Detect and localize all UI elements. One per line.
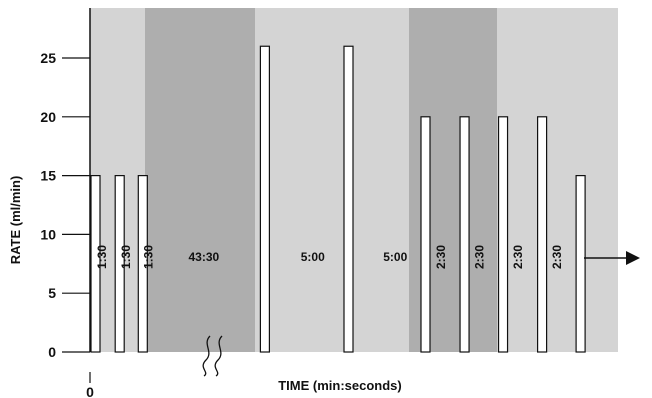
band-2 [145, 8, 255, 352]
shaded-bands [90, 8, 618, 352]
interval-label-6: 5:00 [383, 250, 407, 264]
interval-label-8: 2:30 [472, 245, 486, 269]
x-origin-label: 0 [86, 384, 94, 398]
y-axis-title: RATE (ml/min) [8, 176, 23, 265]
interval-label-3: 1:30 [141, 245, 155, 269]
axes: 0 [86, 8, 94, 398]
band-3 [255, 8, 409, 352]
y-tick-label-25: 25 [40, 50, 56, 66]
pulse-8 [497, 116, 509, 353]
y-tick-label-15: 15 [40, 168, 56, 184]
pulse-10 [575, 175, 586, 353]
interval-label-7: 2:30 [434, 245, 448, 269]
interval-label-9: 2:30 [511, 245, 525, 269]
pulse-3 [137, 175, 148, 353]
interval-label-1: 1:30 [95, 245, 109, 269]
pulse-7 [459, 116, 470, 353]
interval-labels: 1:30 1:30 1:30 43:30 5:00 5:00 2:30 2:30 2:30 2:3… [95, 245, 564, 269]
pulse-9 [536, 116, 548, 353]
rate-pulses [90, 45, 586, 353]
pulse-2 [114, 175, 125, 353]
y-tick-label-5: 5 [48, 285, 56, 301]
axis-break-symbol [202, 335, 223, 377]
band-5 [497, 8, 618, 352]
interval-label-10: 2:30 [550, 245, 564, 269]
x-axis-title: TIME (min:seconds) [278, 378, 402, 393]
interval-label-5: 5:00 [301, 250, 325, 264]
pulse-4 [259, 45, 270, 353]
y-ticks: 0 5 10 15 20 25 [40, 50, 90, 360]
interval-label-2: 1:30 [119, 245, 133, 269]
pulse-1 [90, 175, 101, 353]
continuation-arrow [584, 251, 640, 265]
pulse-6 [420, 116, 431, 353]
y-tick-label-20: 20 [40, 109, 56, 125]
y-tick-label-10: 10 [40, 226, 56, 242]
y-tick-label-0: 0 [48, 344, 56, 360]
interval-label-4: 43:30 [188, 250, 219, 264]
pulse-5 [343, 45, 354, 353]
